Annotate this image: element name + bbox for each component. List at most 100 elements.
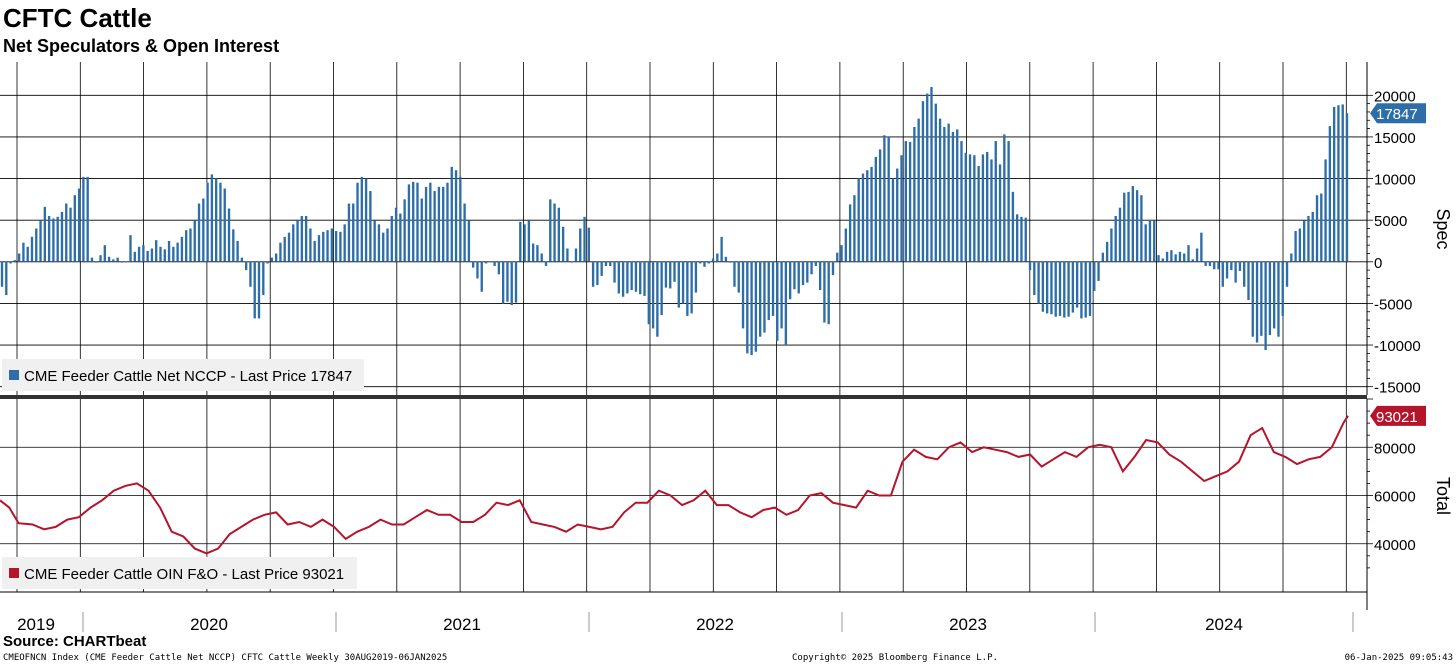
spec-bar — [600, 261, 603, 276]
spec-bar — [540, 253, 543, 262]
spec-bar — [1011, 191, 1015, 262]
spec-bar — [1200, 232, 1203, 262]
spec-bar — [823, 261, 826, 323]
spec-bar — [60, 211, 64, 262]
spec-bar — [1165, 251, 1169, 262]
spec-bar — [866, 170, 869, 262]
spec-bar — [570, 261, 573, 263]
spec-bar — [793, 261, 796, 290]
spec-bar — [172, 246, 175, 262]
spec-bar — [1135, 190, 1139, 262]
y-tick-label: 10000 — [1374, 172, 1416, 189]
spec-bar — [1345, 113, 1349, 262]
spec-bar — [300, 216, 304, 262]
spec-bar — [120, 261, 124, 263]
spec-bar — [1204, 261, 1207, 266]
spec-bar — [827, 261, 830, 325]
spec-bar — [394, 207, 398, 262]
spec-bar — [758, 261, 762, 337]
spec-bar — [703, 261, 706, 267]
spec-bar — [352, 203, 355, 262]
spec-bar — [1187, 245, 1190, 262]
spec-bar — [43, 206, 47, 262]
spec-bar — [1195, 248, 1199, 262]
spec-bar — [137, 246, 141, 262]
spec-bar — [176, 242, 179, 262]
spec-bar — [407, 184, 411, 262]
y-tick-label: -15000 — [1374, 380, 1421, 397]
spec-bar — [1003, 134, 1006, 262]
spec-bar — [544, 261, 548, 266]
spec-bar — [1277, 261, 1280, 337]
spec-bar — [1290, 253, 1293, 262]
spec-bar — [82, 176, 85, 262]
spec-bar — [561, 226, 565, 262]
spec-bar — [1208, 261, 1212, 266]
spec-bar — [1097, 261, 1100, 281]
spec-bar — [180, 236, 184, 262]
spec-bar — [356, 182, 359, 262]
last-value-tag — [1370, 103, 1426, 124]
spec-bar — [77, 188, 81, 262]
spec-bar — [95, 261, 98, 263]
spec-bar — [1157, 255, 1160, 262]
spec-bar — [981, 154, 985, 262]
spec-bar — [566, 248, 569, 262]
spec-bar — [65, 203, 68, 262]
spec-bar — [853, 195, 856, 262]
spec-bar — [13, 260, 17, 262]
spec-bar — [673, 261, 676, 282]
spec-bar — [1041, 261, 1045, 312]
spec-bar — [930, 86, 933, 262]
spec-bar — [840, 245, 843, 262]
spec-bar — [343, 224, 346, 262]
spec-bar — [831, 261, 835, 276]
spec-bar — [1298, 228, 1302, 262]
spec-bar — [210, 174, 214, 262]
legend-label: CME Feeder Cattle Net NCCP - Last Price … — [24, 368, 352, 385]
spec-bar — [729, 261, 732, 263]
spec-bar — [514, 261, 518, 303]
spec-bar — [960, 141, 963, 262]
chart-title: CFTC Cattle — [3, 3, 152, 33]
spec-bar — [480, 261, 483, 292]
spec-bar — [390, 216, 393, 262]
spec-bar — [1148, 221, 1152, 262]
spec-bar — [694, 261, 698, 293]
y-tick-label: 5000 — [1374, 213, 1407, 230]
spec-bar — [103, 245, 106, 262]
spec-bar — [651, 261, 655, 329]
spec-bar — [1093, 261, 1096, 291]
spec-bar — [257, 261, 261, 319]
spec-bar — [313, 240, 316, 262]
spec-bar — [557, 207, 561, 262]
spec-bar — [797, 261, 800, 294]
spec-bar — [1341, 104, 1344, 262]
spec-bar — [943, 126, 946, 262]
spec-bar — [878, 149, 882, 262]
spec-bar — [450, 166, 453, 262]
spec-bar — [707, 261, 710, 264]
spec-bar — [459, 176, 462, 262]
spec-bar — [926, 93, 929, 262]
spec-bar — [1140, 195, 1143, 262]
y-axis-title: Total — [1433, 477, 1453, 515]
y-tick-label: 40000 — [1374, 537, 1416, 554]
spec-bar — [1110, 228, 1113, 262]
spec-bar — [296, 220, 299, 262]
footer-series-info: CMEOFNCN Index (CME Feeder Cattle Net NC… — [3, 653, 448, 663]
spec-bar — [681, 261, 685, 304]
spec-bar — [908, 141, 912, 262]
spec-bar — [1273, 261, 1276, 329]
spec-bar — [497, 261, 501, 275]
spec-bar — [244, 261, 248, 271]
footer-copyright: Copyright© 2025 Bloomberg Finance L.P. — [792, 653, 998, 663]
spec-bar — [454, 170, 458, 262]
spec-bar — [433, 191, 436, 262]
spec-bar — [339, 231, 342, 262]
spec-bar — [489, 261, 492, 263]
spec-bar — [806, 261, 809, 283]
spec-bar — [467, 220, 471, 262]
spec-bar — [1221, 261, 1224, 287]
